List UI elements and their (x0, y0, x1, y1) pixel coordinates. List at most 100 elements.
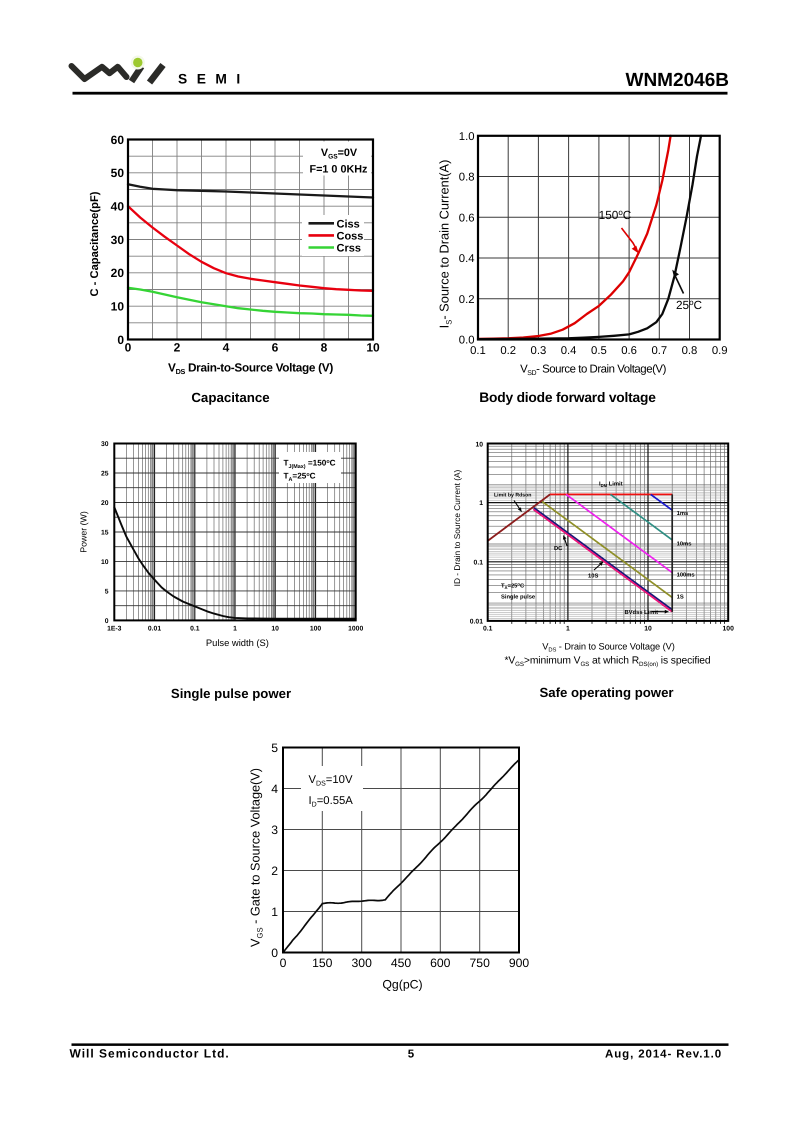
svg-text:ID - Drain to Source Current (: ID - Drain to Source Current (A) (452, 469, 462, 586)
svg-text:0.01: 0.01 (470, 619, 483, 626)
svg-text:4: 4 (223, 341, 230, 355)
svg-text:20: 20 (111, 266, 125, 280)
svg-text:10: 10 (475, 442, 483, 449)
svg-text:5: 5 (408, 1049, 415, 1061)
svg-text:ID=0.55A: ID=0.55A (309, 795, 354, 809)
svg-text:1E-3: 1E-3 (107, 626, 122, 633)
svg-text:Coss: Coss (337, 230, 364, 242)
svg-text:1: 1 (566, 626, 570, 633)
svg-text:1: 1 (271, 905, 278, 919)
svg-text:IS- Source to Drain Current(A): IS- Source to Drain Current(A) (437, 160, 454, 329)
svg-text:0.6: 0.6 (621, 345, 637, 357)
svg-text:VDS - Drain to Source Voltage: VDS - Drain to Source Voltage (V) (542, 642, 674, 654)
svg-text:0: 0 (271, 946, 278, 960)
svg-text:1: 1 (233, 626, 237, 633)
svg-text:Pulse width (S): Pulse width (S) (206, 637, 269, 648)
svg-text:BVdss Limit: BVdss Limit (625, 609, 659, 616)
svg-text:60: 60 (111, 133, 125, 147)
svg-text:Capacitance: Capacitance (191, 390, 269, 405)
svg-text:0.9: 0.9 (712, 345, 728, 357)
svg-text:VGS=0V: VGS=0V (321, 147, 358, 160)
svg-text:VDS=10V: VDS=10V (309, 774, 353, 788)
svg-text:0: 0 (105, 618, 109, 625)
svg-text:750: 750 (470, 956, 491, 970)
svg-text:450: 450 (391, 956, 412, 970)
svg-text:0: 0 (125, 341, 132, 355)
svg-text:100: 100 (723, 626, 735, 633)
svg-text:0: 0 (117, 333, 124, 347)
svg-text:2: 2 (271, 864, 278, 878)
svg-text:0.6: 0.6 (459, 212, 475, 224)
svg-text:0.2: 0.2 (459, 294, 475, 306)
svg-text:10: 10 (644, 626, 652, 633)
svg-text:300: 300 (352, 956, 373, 970)
svg-text:15: 15 (101, 530, 109, 537)
svg-text:0.3: 0.3 (531, 345, 547, 357)
svg-text:6: 6 (272, 341, 279, 355)
svg-text:Power (W): Power (W) (79, 511, 89, 553)
svg-text:Will Semiconductor Ltd.: Will Semiconductor Ltd. (70, 1047, 230, 1061)
svg-text:0.2: 0.2 (500, 345, 516, 357)
svg-text:0.4: 0.4 (561, 345, 577, 357)
svg-text:100: 100 (310, 626, 322, 633)
svg-text:F=1 0 0KHz: F=1 0 0KHz (310, 164, 369, 176)
svg-text:VSD- Source to Drain Voltage(V: VSD- Source to Drain Voltage(V) (520, 364, 666, 378)
svg-text:600: 600 (430, 956, 451, 970)
svg-text:4: 4 (271, 782, 278, 796)
svg-text:IDM Limit: IDM Limit (599, 481, 623, 488)
svg-text:0.1: 0.1 (474, 559, 484, 566)
svg-text:C - Capacitance(pF): C - Capacitance(pF) (89, 191, 101, 296)
svg-text:0.7: 0.7 (651, 345, 667, 357)
svg-text:0: 0 (280, 956, 287, 970)
svg-text:0.5: 0.5 (591, 345, 607, 357)
svg-text:100ms: 100ms (677, 572, 695, 579)
svg-text:2: 2 (174, 341, 181, 355)
svg-text:30: 30 (101, 441, 109, 448)
svg-text:VDS Drain-to-Source Voltage (V: VDS Drain-to-Source Voltage (V) (168, 361, 333, 377)
svg-text:50: 50 (111, 166, 125, 180)
svg-text:10S: 10S (588, 573, 598, 580)
svg-text:30: 30 (111, 233, 125, 247)
svg-text:1.0: 1.0 (459, 131, 475, 143)
svg-text:1: 1 (479, 500, 483, 507)
svg-text:5: 5 (271, 741, 278, 755)
svg-text:10ms: 10ms (677, 541, 692, 548)
svg-text:0.0: 0.0 (459, 335, 475, 347)
svg-text:Crss: Crss (337, 243, 361, 255)
svg-text:TJ(Max) =150oC: TJ(Max) =150oC (284, 459, 336, 471)
svg-text:SEMI: SEMI (178, 72, 250, 87)
svg-text:TA=25oC: TA=25oC (284, 472, 316, 484)
svg-text:0.01: 0.01 (148, 626, 161, 633)
svg-text:1000: 1000 (348, 626, 363, 633)
svg-text:900: 900 (509, 956, 530, 970)
svg-text:5: 5 (105, 589, 109, 596)
svg-text:WNM2046B: WNM2046B (626, 70, 729, 91)
svg-text:0.8: 0.8 (682, 345, 698, 357)
svg-text:150: 150 (312, 956, 333, 970)
svg-text:0.4: 0.4 (459, 253, 475, 265)
svg-text:0.1: 0.1 (483, 626, 493, 633)
svg-text:3: 3 (271, 823, 278, 837)
svg-text:25oC: 25oC (676, 298, 703, 312)
svg-text:10: 10 (101, 559, 109, 566)
svg-text:Aug, 2014- Rev.1.0: Aug, 2014- Rev.1.0 (605, 1049, 722, 1061)
svg-text:20: 20 (101, 500, 109, 507)
svg-text:Qg(pC): Qg(pC) (382, 978, 422, 992)
svg-text:150oC: 150oC (599, 208, 632, 222)
svg-text:DC: DC (554, 545, 563, 552)
svg-text:Limit by Rdson: Limit by Rdson (494, 493, 531, 499)
svg-text:Ciss: Ciss (337, 218, 360, 230)
svg-text:40: 40 (111, 200, 125, 214)
svg-text:1ms: 1ms (677, 511, 689, 517)
svg-text:10: 10 (271, 626, 279, 633)
svg-text:0.1: 0.1 (190, 626, 200, 633)
svg-text:TA=25oC: TA=25oC (501, 582, 525, 590)
svg-text:10: 10 (366, 341, 380, 355)
svg-text:10: 10 (111, 300, 125, 314)
svg-text:Single pulse power: Single pulse power (171, 686, 291, 701)
svg-text:8: 8 (321, 341, 328, 355)
svg-text:Safe operating power: Safe operating power (539, 685, 673, 700)
svg-text:VGS - Gate to Source Voltage(V: VGS - Gate to Source Voltage(V) (249, 768, 265, 947)
svg-text:Single pulse: Single pulse (501, 594, 536, 601)
svg-text:0.8: 0.8 (459, 172, 475, 184)
